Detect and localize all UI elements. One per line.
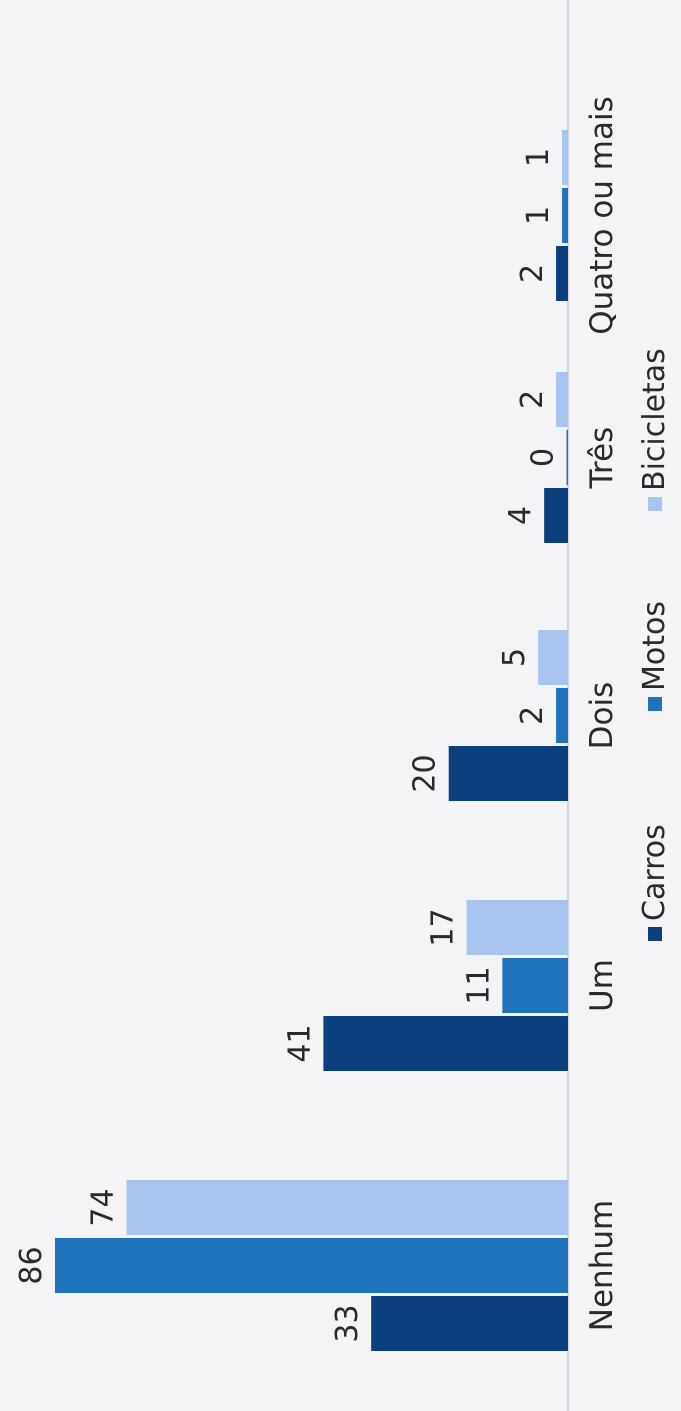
bar-motos-0 [55,1238,568,1293]
value-label-carros-4: 2 [515,264,550,283]
bar-bicicletas-0 [126,1180,569,1235]
value-label-motos-0: 86 [14,1246,49,1284]
legend: Carros Motos Bicicletas [637,348,672,941]
legend-label-motos: Motos [637,601,672,691]
bar-carros-2 [448,746,568,801]
value-label-bicicletas-1: 17 [426,908,461,946]
category-label-1: Um [584,959,620,1012]
value-label-bicicletas-2: 5 [497,648,532,667]
value-label-carros-1: 41 [282,1024,317,1062]
value-label-motos-3: 0 [526,448,561,467]
category-label-3: Três [584,427,620,490]
bar-bicicletas-3 [556,372,568,427]
category-label-4: Quatro ou mais [584,96,620,335]
bar-motos-2 [556,688,568,743]
bar-bicicletas-2 [538,630,569,685]
bar-bicicletas-4 [562,130,569,185]
legend-label-bicicletas: Bicicletas [637,348,672,491]
value-label-bicicletas-0: 74 [86,1188,121,1226]
bar-motos-3 [566,430,568,485]
bars-layer [55,130,569,1351]
category-label-0: Nenhum [584,1200,620,1331]
bar-carros-0 [371,1296,568,1351]
value-label-carros-0: 33 [330,1304,365,1342]
bar-carros-3 [544,488,568,543]
value-label-carros-3: 4 [503,506,538,525]
bar-carros-4 [556,246,568,301]
value-label-bicicletas-4: 1 [521,148,556,167]
value-label-carros-2: 20 [408,754,443,792]
bar-motos-1 [502,958,569,1013]
value-label-motos-4: 1 [521,206,556,225]
legend-swatch-carros [648,927,662,941]
bar-motos-4 [562,188,569,243]
bar-carros-1 [323,1016,568,1071]
value-label-bicicletas-3: 2 [515,390,550,409]
value-label-motos-1: 11 [461,966,496,1004]
legend-swatch-motos [648,697,662,711]
legend-swatch-bicicletas [648,497,662,511]
legend-label-carros: Carros [637,824,672,921]
bar-bicicletas-1 [466,900,568,955]
value-label-motos-2: 2 [515,706,550,725]
category-label-2: Dois [584,682,620,750]
